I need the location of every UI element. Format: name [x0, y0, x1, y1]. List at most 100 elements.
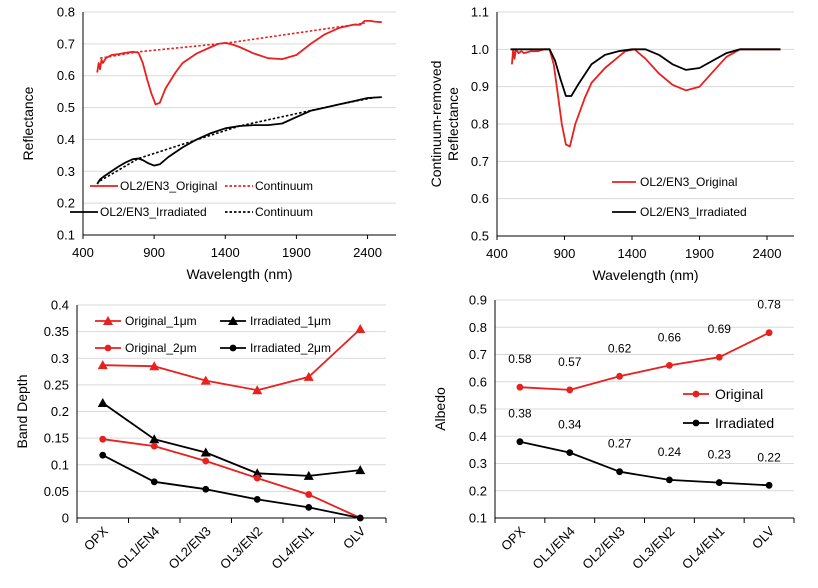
chart-reflectance: 0.1 0.2 0.3 0.4 0.5 0.6 0.7 0.8 400 900 1400 1900 24…	[20, 5, 396, 282]
data-point	[616, 372, 623, 380]
legend: Original_1μm Irradiated_1μm Original_2μm Ir…	[95, 314, 331, 355]
y-tick-label: 0.3	[469, 456, 487, 471]
data-point	[150, 478, 158, 486]
data-label: 0.66	[658, 330, 682, 344]
y-axis-title: Reflectance	[20, 86, 36, 160]
data-point	[303, 470, 314, 480]
y-tick-label: 0.7	[469, 347, 487, 362]
y-tick-label: 0.5	[57, 100, 75, 115]
data-label: 0.62	[608, 341, 632, 355]
legend: OL2/EN3_Original OL2/EN3_Irradiated	[612, 175, 747, 219]
y-tick-label: 0.8	[471, 117, 489, 132]
legend-label: OL2/EN3_Irradiated	[640, 205, 747, 219]
data-point	[99, 435, 107, 443]
y-tick-label: 0.2	[469, 483, 487, 498]
chart-albedo: 0.1 0.2 0.3 0.4 0.5 0.6 0.7 0.8 0.9 OPX OL1/EN4 OL2…	[432, 293, 795, 572]
legend-marker	[692, 419, 700, 427]
legend-marker	[692, 390, 700, 398]
data-point	[97, 397, 108, 407]
legend-label: Original	[715, 386, 763, 402]
legend-label: OL2/EN3_Original	[120, 179, 217, 193]
x-category-label: OL4/EN1	[679, 524, 727, 572]
series-line	[102, 454, 361, 519]
y-tick-label: 0.1	[51, 457, 69, 472]
y-tick-label: 0.15	[44, 431, 69, 446]
data-point	[516, 438, 524, 446]
y-tick-label: 0.3	[57, 164, 75, 179]
data-point	[516, 383, 524, 391]
legend-label: OL2/EN3_Original	[640, 175, 737, 189]
data-point	[305, 503, 313, 511]
series-irradiated-2-m	[99, 451, 364, 522]
data-point	[202, 485, 210, 493]
x-tick-label: 400	[72, 245, 94, 260]
series-continuum	[99, 96, 375, 182]
data-point	[149, 361, 160, 371]
y-tick-label: 0.1	[469, 511, 487, 526]
data-label: 0.58	[508, 352, 532, 366]
data-label: 0.34	[558, 418, 582, 432]
y-tick-label: 0.2	[51, 404, 69, 419]
data-point	[150, 442, 158, 450]
series-line	[102, 402, 361, 477]
legend-label: Continuum	[255, 205, 313, 219]
legend-marker	[103, 316, 113, 325]
x-category-label: OL1/EN4	[114, 524, 162, 572]
series-line	[519, 440, 770, 487]
y-tick-label: 1.0	[471, 42, 489, 57]
y-tick-label: 0.8	[469, 320, 487, 335]
data-point	[355, 465, 366, 475]
data-point	[566, 386, 574, 394]
x-category-label: OPX	[81, 523, 111, 553]
legend-label: Irradiated	[715, 415, 774, 431]
data-label: 0.57	[558, 355, 582, 369]
y-tick-label: 0.4	[57, 132, 75, 147]
data-point	[202, 457, 210, 465]
series-line	[99, 22, 365, 59]
y-tick-label: 0.05	[44, 484, 69, 499]
series-ol2-en3-irradiated	[510, 48, 781, 97]
data-point	[99, 451, 107, 459]
data-point	[253, 495, 261, 503]
series-ol2-en3-original	[96, 20, 382, 106]
legend-marker	[229, 344, 237, 352]
data-point	[616, 468, 623, 476]
legend: OL2/EN3_Original Continuum OL2/EN3_Irradia…	[70, 179, 313, 219]
series-line	[102, 438, 361, 519]
x-category-label: OL3/EN2	[217, 524, 265, 572]
y-tick-label: 0.7	[471, 154, 489, 169]
series-original-2-m	[99, 435, 364, 522]
data-point	[200, 375, 211, 385]
x-category-label: OLV	[749, 523, 778, 552]
x-category-label: OL4/EN1	[268, 524, 316, 572]
data-label: 0.22	[757, 450, 781, 464]
series-line	[99, 96, 375, 182]
data-point	[149, 434, 160, 444]
data-label: 0.69	[708, 322, 732, 336]
x-tick-label: 1900	[685, 246, 714, 261]
y-tick-label: 0.5	[469, 402, 487, 417]
series-irradiated: 0.38 0.34 0.27 0.24 0.23 0.22	[508, 407, 781, 489]
data-point	[253, 474, 261, 482]
y-tick-label: 0.2	[57, 196, 75, 211]
data-point	[666, 476, 673, 484]
legend-label: Original_1μm	[125, 314, 197, 328]
data-point	[356, 514, 364, 522]
x-tick-label: 1400	[211, 245, 240, 260]
data-label: 0.38	[508, 407, 532, 421]
y-tick-label: 0.5	[471, 229, 489, 244]
x-tick-label: 900	[143, 245, 165, 260]
data-point	[566, 449, 574, 456]
y-tick-label: 0	[62, 511, 69, 526]
y-tick-label: 0.3	[51, 351, 69, 366]
x-category-label: OPX	[498, 523, 528, 553]
data-point	[666, 362, 673, 369]
x-tick-label: 400	[486, 246, 508, 261]
chart-continuum-removed: 0.5 0.6 0.7 0.8 0.9 1.0 1.1 400 900 1400 1900 2400 W…	[428, 5, 794, 283]
series-original-1-m	[97, 323, 366, 395]
y-axis-title: Reflectance	[445, 87, 461, 161]
data-point	[303, 371, 314, 381]
legend-label: Irradiated_2μm	[250, 341, 331, 355]
data-point	[97, 360, 108, 370]
